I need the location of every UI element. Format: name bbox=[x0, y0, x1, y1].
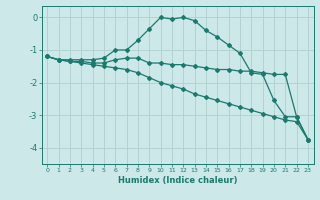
X-axis label: Humidex (Indice chaleur): Humidex (Indice chaleur) bbox=[118, 176, 237, 185]
